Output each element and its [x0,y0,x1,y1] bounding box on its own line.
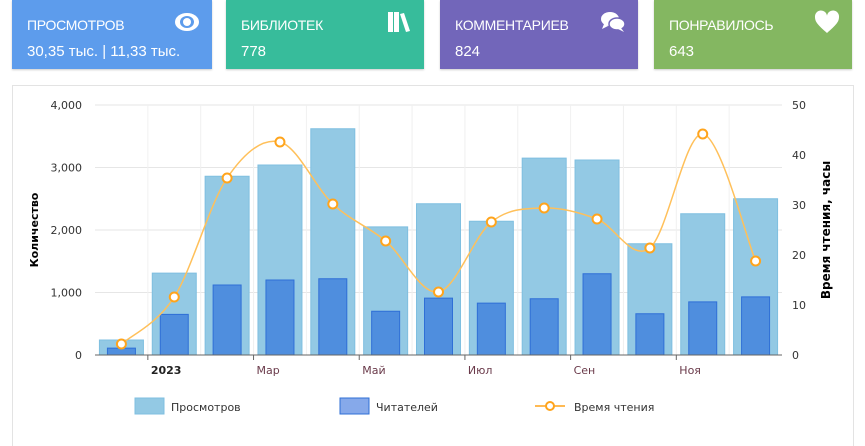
comments-icon [600,10,626,34]
point-reading-time [485,216,497,228]
books-icon [386,10,412,34]
y-tick-label: 3,000 [51,162,83,175]
bar-readers [582,273,612,356]
stat-card-1[interactable]: БИБЛИОТЕК 778 [226,0,424,69]
stat-card-2[interactable]: КОММЕНТАРИЕВ 824 [440,0,638,69]
point-reading-time [591,213,603,225]
point-reading-time [644,242,656,254]
y-tick-label: 0 [75,349,82,362]
bar-readers [741,296,771,356]
x-tick-label: 2023 [151,364,182,377]
bar-readers [318,278,348,356]
legend-label-reading-time: Время чтения [574,401,654,414]
x-tick-label: Май [362,364,385,377]
point-reading-time [327,198,339,210]
x-tick-label: Ноя [679,364,701,377]
y-axis-title: Количество [28,192,41,267]
stat-card-value: 824 [455,43,481,60]
bar-readers [265,279,295,356]
bar-readers [159,313,189,356]
y2-axis-title: Время чтения, часы [819,161,833,299]
heart-icon [814,10,840,34]
x-tick-label: Июл [468,364,493,377]
bar-readers [688,301,718,356]
point-reading-time [380,235,392,247]
y2-tick-label: 20 [792,249,806,262]
y-tick-label: 4,000 [51,99,83,112]
chart-panel [12,85,854,446]
y2-tick-label: 0 [792,349,799,362]
point-reading-time [538,202,550,214]
x-tick-label: Мар [257,364,280,377]
legend-label-readers: Читателей [376,401,438,414]
legend-swatch-views [134,397,165,415]
y2-tick-label: 10 [792,299,806,312]
eye-icon [174,10,200,34]
bar-readers [476,302,506,356]
point-reading-time [697,128,709,140]
legend-swatch-readers [339,397,370,415]
point-reading-time [221,172,233,184]
y2-tick-label: 40 [792,149,806,162]
point-reading-time [274,136,286,148]
stat-card-title: ПОНРАВИЛОСЬ [669,17,774,33]
y-tick-label: 2,000 [51,224,83,237]
stat-card-title: КОММЕНТАРИЕВ [455,17,569,33]
point-reading-time [750,255,762,267]
bar-readers [212,284,242,356]
stat-card-value: 778 [241,43,267,60]
legend-label-views: Просмотров [171,401,241,414]
bar-readers [424,297,453,356]
y-tick-label: 1,000 [51,287,83,300]
y2-tick-label: 30 [792,199,806,212]
stat-card-0[interactable]: ПРОСМОТРОВ 30,35 тыс. | 11,33 тыс. [12,0,212,69]
stat-card-title: ПРОСМОТРОВ [27,17,125,33]
stat-card-value: 30,35 тыс. | 11,33 тыс. [27,43,181,60]
point-reading-time [115,338,127,350]
bar-readers [529,298,559,356]
bar-readers [635,313,665,356]
stats-chart: 0 1,000 2,000 3,000 4,000 0 10 20 30 40 50 Количест… [28,99,833,415]
stat-card-title: БИБЛИОТЕК [241,17,323,33]
stat-card-3[interactable]: ПОНРАВИЛОСЬ 643 [654,0,852,69]
legend-marker-reading-time [545,401,555,411]
stat-card-value: 643 [669,43,695,60]
y2-tick-label: 50 [792,99,806,112]
point-reading-time [168,291,180,303]
x-tick-label: Сен [574,364,596,377]
point-reading-time [433,286,444,298]
bar-readers [371,310,401,356]
